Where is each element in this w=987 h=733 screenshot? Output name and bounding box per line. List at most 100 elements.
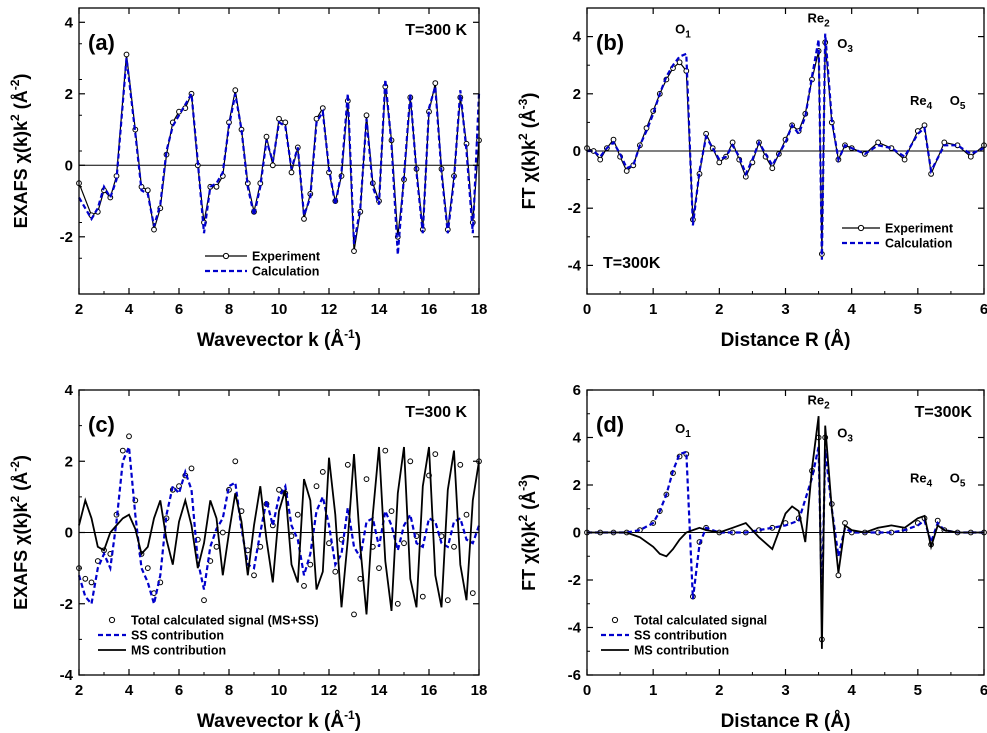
panel-label: (a) [88,30,115,55]
data-point [294,511,301,518]
data-point [257,543,264,550]
x-tick-label: 4 [125,301,134,318]
series-ss-contribution [587,446,984,604]
x-tick-label: 6 [980,682,987,699]
data-point [432,451,439,458]
y-tick-label: 6 [573,382,581,399]
series-line [587,33,985,260]
legend-label: MS contribution [131,644,226,658]
data-point [219,529,226,536]
x-tick-label: 6 [980,301,987,318]
y-tick-label: 4 [65,14,74,31]
y-tick-label: 0 [573,525,581,542]
legend-label: Total calculated signal (MS+SS) [131,614,319,628]
data-point [357,575,364,582]
x-tick-label: 18 [471,682,488,699]
data-point [213,183,220,190]
y-tick-label: 0 [65,157,73,174]
data-point [126,433,132,440]
data-point [344,461,351,468]
y-tick-label: 4 [573,29,582,46]
series-calculation [587,33,985,260]
series-total-calculated-signal [584,434,987,643]
peak-label: Re2 [807,392,830,411]
data-point [213,543,220,550]
data-point [151,226,157,233]
data-point [769,165,776,172]
data-point [901,156,908,163]
x-tick-label: 18 [471,301,488,318]
data-point [463,511,470,518]
series-calculation [78,57,481,255]
panel-label: (d) [596,412,624,437]
data-point [438,533,445,539]
legend-label: MS contribution [634,644,729,658]
panel-a: 2 4 6 8 10 12 14 16 18 -2 0 2 4 Wavevector k (Å-1) EXA… [8,7,488,351]
temperature-label: T=300 K [405,404,467,421]
legend-label: Calculation [252,265,319,279]
data-point [394,600,401,607]
data-point [597,156,604,163]
data-point [875,139,881,146]
data-point [313,483,320,490]
x-tick-label: 0 [583,682,591,699]
data-point [623,168,630,174]
data-point [276,115,282,122]
series-ms-contribution [587,415,984,649]
data-point [188,465,195,472]
y-tick-label: -6 [568,667,581,684]
y-axis-title: FT χ(k)k2 (Å-3) [516,93,539,210]
x-tick-label: 0 [583,301,591,318]
y-tick-label: 2 [573,477,581,494]
y-tick-label: 2 [65,86,73,103]
y-tick-label: -4 [568,257,582,274]
data-point [457,461,464,468]
x-tick-label: 4 [847,682,856,699]
data-point [363,112,370,119]
y-tick-label: 4 [65,382,74,399]
x-tick-label: 6 [175,301,183,318]
x-tick-label: 10 [271,301,288,318]
x-tick-label: 2 [75,301,83,318]
data-point [263,133,270,140]
x-tick-label: 2 [75,682,83,699]
data-point [332,568,339,575]
peak-label: O1 [675,421,691,440]
peak-label: Re4 [910,93,933,112]
panel-c: 2 4 6 8 10 12 14 16 18 -4 -2 0 2 4 Wavevector k (Å-1) E… [8,382,487,732]
data-point [716,159,723,166]
data-point [88,579,95,586]
y-tick-label: 2 [65,453,73,470]
data-point [401,540,407,547]
peak-label: O5 [950,93,966,112]
data-point [301,583,307,589]
legend-label: SS contribution [131,629,224,643]
legend-marker [222,252,230,260]
y-axis-title: EXAFS χ(k)k2 (Å-2) [8,455,31,610]
data-point [451,543,457,550]
series-line [587,446,984,604]
data-point [351,611,357,618]
data-point [444,597,451,604]
data-point [201,597,207,604]
y-tick-label: 4 [573,430,582,447]
data-point [232,458,239,465]
peak-label: O1 [675,22,691,41]
x-tick-label: 5 [914,301,922,318]
data-point [288,169,295,176]
y-tick-label: -2 [60,596,73,613]
data-point [419,593,426,600]
x-tick-label: 16 [421,301,438,318]
x-tick-label: 8 [225,682,233,699]
temperature-label: T=300K [603,255,661,272]
x-tick-label: 1 [649,301,657,318]
x-tick-label: 4 [847,301,856,318]
peak-label: O3 [837,36,853,55]
x-tick-label: 14 [371,682,388,699]
data-point [319,469,326,475]
legend-label: SS contribution [634,629,727,643]
series-experiment [584,39,987,257]
x-tick-label: 1 [649,682,657,699]
